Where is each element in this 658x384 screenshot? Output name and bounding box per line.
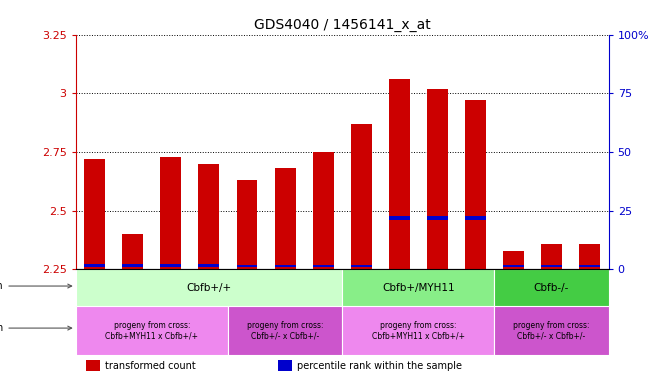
Bar (342, 270, 494, 306)
Bar (579, 265, 600, 267)
Bar (494, 306, 609, 355)
Bar (465, 216, 486, 220)
Text: Cbfb+/+: Cbfb+/+ (186, 283, 232, 293)
Text: Cbfb+/MYH11: Cbfb+/MYH11 (382, 283, 455, 293)
Text: progeny from cross:
Cbfb+/- x Cbfb+/-: progeny from cross: Cbfb+/- x Cbfb+/- (513, 321, 590, 340)
Bar (503, 251, 524, 270)
Bar (427, 216, 448, 220)
Bar (541, 265, 562, 267)
Bar (236, 180, 257, 270)
Bar (161, 157, 182, 270)
Bar (389, 79, 410, 270)
Bar (541, 243, 562, 270)
Bar (274, 169, 295, 270)
Bar (84, 264, 105, 267)
Bar (503, 265, 524, 267)
Text: progeny from cross:
Cbfb+MYH11 x Cbfb+/+: progeny from cross: Cbfb+MYH11 x Cbfb+/+ (372, 321, 465, 340)
Text: transformed count: transformed count (105, 361, 195, 371)
Bar (579, 243, 600, 270)
Text: genotype/variation: genotype/variation (0, 281, 72, 291)
Bar (84, 159, 105, 270)
Bar (122, 234, 143, 270)
Text: progeny from cross:
Cbfb+MYH11 x Cbfb+/+: progeny from cross: Cbfb+MYH11 x Cbfb+/+ (105, 321, 198, 340)
Bar (494, 270, 609, 306)
Bar (274, 265, 295, 267)
Bar (389, 216, 410, 220)
Bar (313, 152, 334, 270)
Bar (199, 164, 219, 270)
Bar (236, 265, 257, 267)
Bar (76, 270, 342, 306)
Bar (161, 264, 182, 267)
Bar (342, 306, 494, 355)
Text: percentile rank within the sample: percentile rank within the sample (297, 361, 462, 371)
Text: Cbfb-/-: Cbfb-/- (534, 283, 569, 293)
Bar (199, 264, 219, 267)
Title: GDS4040 / 1456141_x_at: GDS4040 / 1456141_x_at (254, 18, 430, 32)
Bar (351, 124, 372, 270)
Text: specimen: specimen (0, 323, 72, 333)
Bar (313, 265, 334, 267)
Bar (76, 306, 228, 355)
Bar (122, 264, 143, 267)
Bar (228, 306, 342, 355)
Bar (427, 89, 448, 270)
Bar (351, 265, 372, 267)
Text: progeny from cross:
Cbfb+/- x Cbfb+/-: progeny from cross: Cbfb+/- x Cbfb+/- (247, 321, 323, 340)
Bar (278, 360, 291, 371)
Bar (465, 100, 486, 270)
Bar (86, 360, 99, 371)
